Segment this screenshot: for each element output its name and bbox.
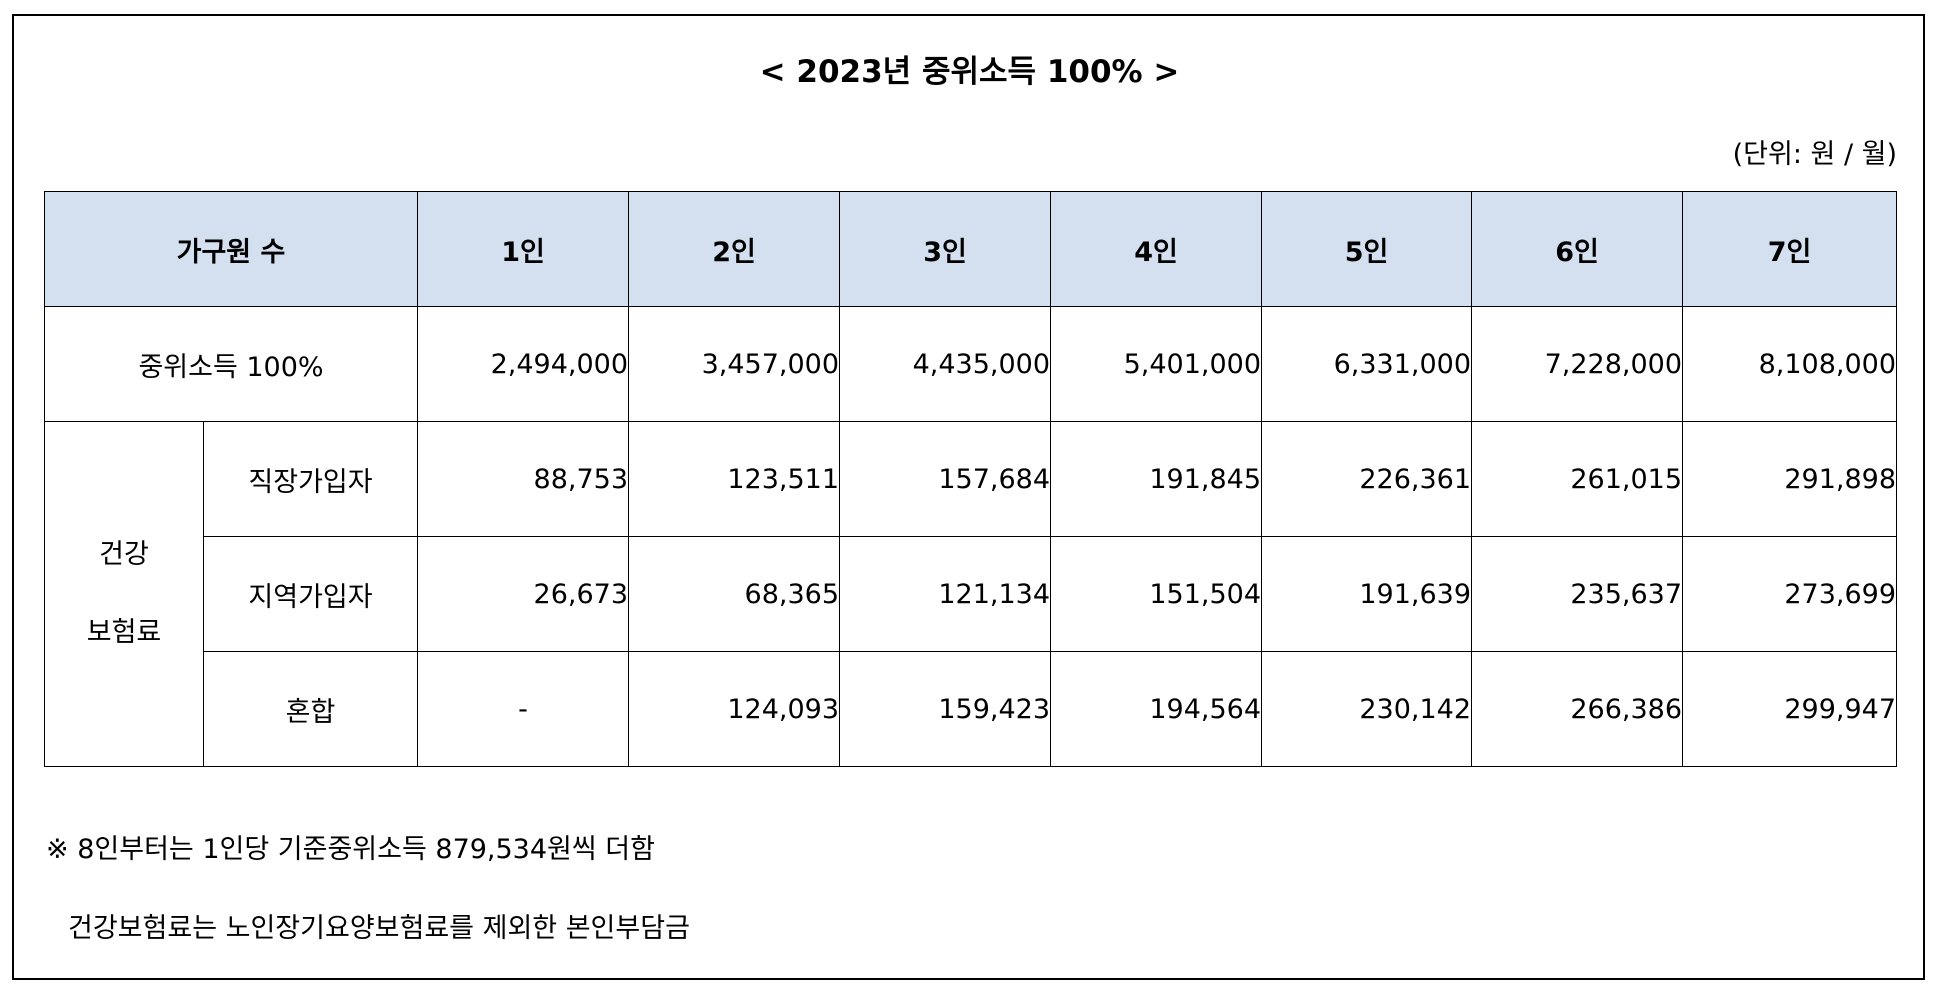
- mixed-insured-row: 혼합 - 124,093 159,423 194,564 230,142 266…: [45, 651, 1898, 767]
- median-income-row: 중위소득 100% 2,494,000 3,457,000 4,435,000 …: [43, 306, 1898, 422]
- employee-insured-row: 건강 보험료 직장가입자 88,753 123,511 157,684 191,…: [44, 421, 1898, 767]
- table-cell: 151,504: [1050, 536, 1263, 652]
- table-cell: 299,947: [1682, 651, 1898, 767]
- table-cell: 3,457,000: [628, 306, 841, 422]
- table-cell: 194,564: [1050, 651, 1263, 767]
- table-cell: 5,401,000: [1050, 306, 1263, 422]
- health-insurance-category-line2: 보험료: [86, 617, 162, 648]
- page-title: < 2023년 중위소득 100% >: [759, 54, 1180, 90]
- health-insurance-category: 건강 보험료: [44, 421, 204, 767]
- header-col-6: 6인: [1471, 191, 1684, 307]
- table-cell: 273,699: [1682, 536, 1898, 652]
- employee-insured-label: 직장가입자: [202, 421, 419, 537]
- table-cell: 68,365: [628, 536, 841, 652]
- table-cell: 157,684: [839, 421, 1052, 537]
- table-cell: 4,435,000: [839, 306, 1052, 422]
- header-col-7: 7인: [1682, 191, 1898, 307]
- header-col-3: 3인: [839, 191, 1052, 307]
- mixed-insured-label: 혼합: [202, 651, 419, 767]
- table-cell: 8,108,000: [1682, 306, 1898, 422]
- median-income-label: 중위소득 100%: [43, 306, 419, 422]
- table-cell: 124,093: [628, 651, 841, 767]
- note-line-2: 건강보험료는 노인장기요양보험료를 제외한 본인부담금: [68, 913, 690, 944]
- table-cell: 159,423: [839, 651, 1052, 767]
- header-col-1: 1인: [417, 191, 630, 307]
- table-cell: 26,673: [417, 536, 630, 652]
- header-col-4: 4인: [1050, 191, 1263, 307]
- unit-label: (단위: 원 / 월): [1732, 139, 1897, 170]
- regional-insured-row: 지역가입자 26,673 68,365 121,134 151,504 191,…: [45, 536, 1898, 652]
- header-household-size: 가구원 수: [43, 191, 419, 307]
- table-cell: 291,898: [1682, 421, 1898, 537]
- header-col-5: 5인: [1261, 191, 1473, 307]
- regional-insured-label: 지역가입자: [202, 536, 419, 652]
- header-row: 가구원 수 1인 2인 3인 4인 5인 6인 7인: [43, 191, 1898, 307]
- table-cell: 226,361: [1261, 421, 1473, 537]
- table-cell: 123,511: [628, 421, 841, 537]
- note-line-1: ※ 8인부터는 1인당 기준중위소득 879,534원씩 더함: [46, 834, 655, 865]
- table-cell: -: [417, 651, 630, 767]
- table-cell: 235,637: [1471, 536, 1684, 652]
- table-cell: 266,386: [1471, 651, 1684, 767]
- document-frame: [12, 14, 1925, 980]
- table-cell: 261,015: [1471, 421, 1684, 537]
- table-cell: 6,331,000: [1261, 306, 1473, 422]
- header-col-2: 2인: [628, 191, 841, 307]
- table-cell: 2,494,000: [417, 306, 630, 422]
- health-insurance-category-line1: 건강: [99, 539, 149, 570]
- median-income-table: 가구원 수 1인 2인 3인 4인 5인 6인 7인 중위소득 100% 2,4…: [43, 191, 1898, 767]
- table-cell: 191,845: [1050, 421, 1263, 537]
- table-cell: 88,753: [417, 421, 630, 537]
- table-cell: 121,134: [839, 536, 1052, 652]
- table-cell: 7,228,000: [1471, 306, 1684, 422]
- table-cell: 230,142: [1261, 651, 1473, 767]
- table-cell: 191,639: [1261, 536, 1473, 652]
